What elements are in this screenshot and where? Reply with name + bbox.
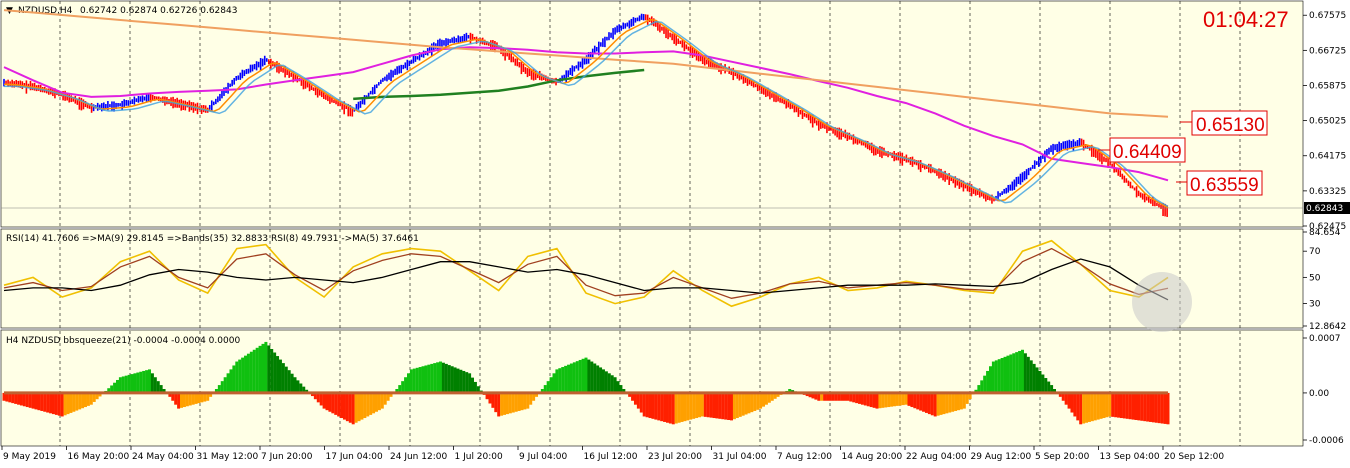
price-axis-label: 0.65875 <box>1309 81 1346 91</box>
bbsqueeze-header-label: H4 NZDUSD bbsqueeze(21) -0.0004 -0.0004 … <box>6 336 240 346</box>
price-axis-label: 0.64175 <box>1309 152 1346 162</box>
x-axis-label: 24 May 04:00 <box>132 452 194 462</box>
price-series-line <box>3 9 1169 118</box>
price-axis-label: 0.65025 <box>1309 117 1346 127</box>
x-axis-label: 9 Jul 04:00 <box>519 452 568 462</box>
x-axis-label: 16 Jul 12:00 <box>584 452 638 462</box>
level-box-1-text: 0.65130 <box>1196 115 1265 136</box>
price-axis-label: 0.67575 <box>1309 11 1346 21</box>
x-axis-label: 7 Jun 20:00 <box>261 452 313 462</box>
rsi-series-line <box>3 239 1169 308</box>
x-axis-label: 24 Jun 12:00 <box>390 452 447 462</box>
rsi-axis-label: 84.654 <box>1309 228 1341 238</box>
rsi-series-line <box>3 247 1169 299</box>
level-box-1[interactable]: 0.65130 <box>1180 110 1268 136</box>
vertical-grid <box>59 1 1241 446</box>
x-axis-label: 16 May 20:00 <box>68 452 130 462</box>
clock-label: 01:04:27 <box>1203 7 1289 32</box>
x-axis-label: 31 May 12:00 <box>197 452 259 462</box>
rsi-axis-label: 12.8642 <box>1309 322 1346 332</box>
price-slow-ma-line <box>4 20 1169 208</box>
x-axis-label: 20 Sep 12:00 <box>1164 452 1224 462</box>
level-box-3-text: 0.63559 <box>1190 175 1259 196</box>
x-axis-label: 7 Aug 12:00 <box>777 452 832 462</box>
squeeze-panel[interactable] <box>0 329 1304 447</box>
x-axis-label: 13 Sep 04:00 <box>1100 452 1160 462</box>
price-layer <box>3 9 1169 217</box>
rsi-highlight-circle <box>1132 272 1192 332</box>
x-axis-label: 14 Aug 20:00 <box>842 452 903 462</box>
current-price-text: 0.62843 <box>1306 204 1343 214</box>
x-axis-label: 22 Aug 04:00 <box>906 452 967 462</box>
x-axis-label: 5 Sep 20:00 <box>1035 452 1090 462</box>
axis-layer: 0.67575 0.66725 0.65875 0.65025 0.64175 0.633… <box>1 11 1346 462</box>
price-series-line <box>353 68 645 101</box>
squeeze-axis-label: 0.0007 <box>1309 334 1341 344</box>
x-axis-label: 31 Jul 04:00 <box>713 452 767 462</box>
level-box-3[interactable]: 0.63559 <box>1176 170 1263 196</box>
rsi-layer <box>3 239 1169 308</box>
x-axis-label: 9 May 2019 <box>3 452 56 462</box>
chart-symbol-label: NZDUSD,H4 <box>18 6 73 16</box>
price-axis-label: 0.63325 <box>1309 187 1346 197</box>
rsi-axis-label: 30 <box>1309 300 1321 310</box>
current-price-tag: 0.62843 <box>1 202 1350 214</box>
rsi-series-line <box>3 258 1169 301</box>
rsi-axis-label: 50 <box>1309 273 1321 283</box>
price-axis-label: 0.66725 <box>1309 46 1346 56</box>
x-axis-label: 23 Jul 20:00 <box>648 452 702 462</box>
level-box-2-text: 0.64409 <box>1113 142 1182 163</box>
price-series-line <box>3 46 1169 182</box>
x-axis-label: 17 Jun 04:00 <box>326 452 383 462</box>
x-axis-label: 1 Jul 20:00 <box>455 452 504 462</box>
squeeze-axis-label: -0.0006 <box>1309 436 1344 446</box>
rsi-axis-label: 70 <box>1309 247 1321 257</box>
squeeze-axis-label: 0.00 <box>1309 389 1329 399</box>
price-axis-label: 0.62475 <box>1309 222 1346 232</box>
price-panel[interactable] <box>0 0 1304 228</box>
chart-ohlc-label: 0.62742 0.62874 0.62726 0.62843 <box>80 6 237 16</box>
squeeze-layer <box>2 341 1170 425</box>
rsi-header-label: RSI(14) 41.7606 =>MA(9) 29.8145 =>Bands(… <box>6 234 419 244</box>
x-axis-label: 29 Aug 12:00 <box>971 452 1032 462</box>
level-box-2[interactable]: 0.64409 <box>1098 137 1186 163</box>
